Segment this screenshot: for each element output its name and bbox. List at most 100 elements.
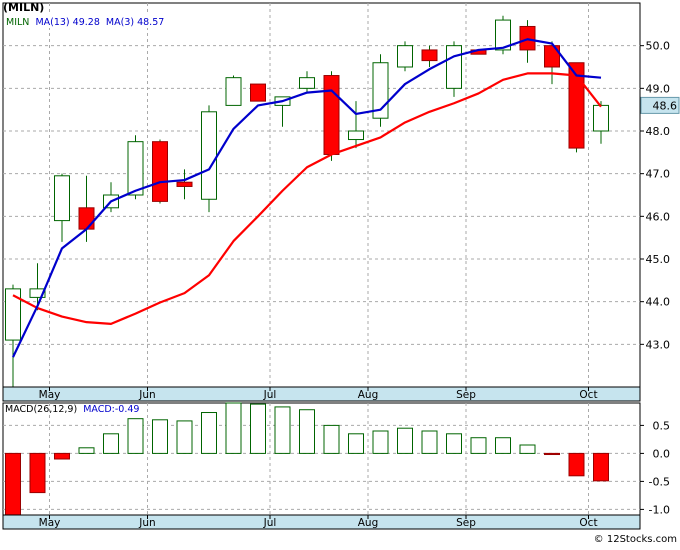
candle-body bbox=[446, 45, 462, 89]
macd-bar bbox=[593, 452, 609, 482]
macd-legend-value: MACD:-0.49 bbox=[77, 404, 139, 415]
ma-long-line bbox=[12, 38, 602, 358]
macd-bar bbox=[29, 452, 46, 494]
chart-title: (MILN) bbox=[3, 1, 44, 14]
candle-body bbox=[176, 181, 193, 187]
macd-bar bbox=[495, 437, 511, 454]
price-y-tick-label: 50.0 bbox=[646, 40, 671, 53]
macd-bar bbox=[127, 418, 144, 454]
macd-x-tick-label: Jun bbox=[138, 517, 155, 529]
macd-bar bbox=[568, 452, 585, 477]
price-x-tick-label: Sep bbox=[456, 389, 476, 401]
macd-bar bbox=[250, 403, 266, 454]
macd-x-tick-label: Oct bbox=[579, 517, 597, 529]
candle bbox=[299, 71, 315, 93]
candle bbox=[54, 173, 70, 242]
candle bbox=[397, 41, 413, 72]
macd-bar bbox=[78, 447, 95, 454]
candle bbox=[176, 169, 193, 200]
macd-bar bbox=[54, 452, 70, 460]
macd-bar bbox=[323, 424, 340, 454]
macd-x-axis-band bbox=[2, 514, 641, 530]
macd-y-tick-label: -0.5 bbox=[649, 475, 670, 488]
legend-ma-long-label: MA(13) bbox=[29, 17, 72, 28]
macd-bar bbox=[274, 406, 291, 454]
legend-ma-short-label: MA(3) bbox=[100, 17, 137, 28]
candle-body bbox=[495, 19, 511, 51]
price-y-tick-label: 48.0 bbox=[646, 125, 671, 138]
macd-bar bbox=[299, 409, 315, 454]
price-y-tick-label: 49.0 bbox=[646, 82, 671, 95]
price-y-tick-label: 44.0 bbox=[646, 296, 671, 309]
macd-bar bbox=[397, 427, 413, 454]
candle-body bbox=[78, 207, 95, 230]
macd-y-tick-label: -1.0 bbox=[649, 503, 670, 516]
candle-body bbox=[348, 130, 364, 141]
candle bbox=[225, 75, 242, 106]
last-price-box bbox=[640, 96, 680, 114]
candle-body bbox=[593, 104, 609, 132]
candle bbox=[127, 135, 144, 200]
macd-legend-text: MACD(26,12,9) MACD:-0.49 bbox=[5, 404, 139, 415]
macd-x-tick-label: Sep bbox=[456, 517, 476, 529]
macd-bar bbox=[446, 433, 462, 454]
price-y-tick-label: 46.0 bbox=[646, 210, 671, 223]
candle-body bbox=[201, 111, 217, 200]
candle-body bbox=[152, 141, 168, 202]
price-y-tick-label: 47.0 bbox=[646, 168, 671, 181]
macd-bar bbox=[152, 419, 168, 454]
macd-x-tick-label: Jul bbox=[263, 517, 277, 529]
macd-legend-label: MACD(26,12,9) bbox=[5, 404, 77, 415]
price-x-tick-label: Jul bbox=[263, 389, 277, 401]
macd-bar bbox=[5, 452, 21, 516]
macd-y-tick-label: 0.0 bbox=[653, 447, 671, 460]
candle-body bbox=[225, 77, 242, 106]
macd-panel-frame bbox=[2, 402, 641, 516]
candle-body bbox=[29, 288, 46, 298]
legend-ma-short-value: 48.57 bbox=[137, 17, 164, 28]
candle-body bbox=[544, 45, 560, 68]
macd-y-tick-label: 0.5 bbox=[653, 419, 671, 432]
macd-panel: 0.5 0.0 -0.5 -1.0 MACD(26,12,9) MACD:-0.49 Ma… bbox=[2, 402, 671, 530]
price-legend-bg bbox=[4, 14, 184, 28]
candle-body bbox=[421, 49, 438, 62]
macd-bar bbox=[372, 430, 389, 454]
candle bbox=[372, 54, 389, 127]
macd-bar bbox=[225, 402, 242, 454]
candle bbox=[5, 284, 21, 387]
macd-bar bbox=[519, 444, 536, 454]
price-x-tick-label: May bbox=[39, 389, 61, 401]
candle bbox=[544, 41, 560, 85]
macd-bar bbox=[421, 430, 438, 454]
candle-body bbox=[397, 45, 413, 68]
candle-body bbox=[5, 288, 21, 341]
legend-symbol: MILN bbox=[6, 17, 29, 28]
macd-x-tick-label: Aug bbox=[358, 517, 379, 529]
candle bbox=[446, 41, 462, 97]
price-x-tick-label: Jun bbox=[138, 389, 155, 401]
candle-body bbox=[323, 75, 340, 155]
price-y-tick-label: 45.0 bbox=[646, 253, 671, 266]
price-x-axis-band bbox=[2, 386, 641, 402]
legend-ma-long-value: 49.28 bbox=[73, 17, 100, 28]
macd-bar bbox=[103, 433, 119, 454]
candle bbox=[348, 101, 364, 149]
candle bbox=[250, 83, 266, 102]
last-price-label: 48.6 bbox=[653, 99, 678, 112]
macd-bar bbox=[544, 452, 560, 456]
candle bbox=[29, 263, 46, 311]
watermark: © 12Stocks.com bbox=[594, 534, 677, 545]
macd-bar bbox=[176, 420, 193, 454]
candle bbox=[152, 139, 168, 204]
price-y-tick-label: 43.0 bbox=[646, 338, 671, 351]
candle-body bbox=[299, 77, 315, 89]
ma-short-line bbox=[12, 72, 602, 325]
macd-bar bbox=[201, 412, 217, 454]
macd-bar bbox=[470, 437, 487, 454]
price-x-tick-label: Oct bbox=[579, 389, 597, 401]
price-legend-text: MILN MA(13) 49.28 MA(3) 48.57 bbox=[6, 17, 164, 28]
price-x-tick-label: Aug bbox=[358, 389, 379, 401]
candle-body bbox=[568, 62, 585, 149]
